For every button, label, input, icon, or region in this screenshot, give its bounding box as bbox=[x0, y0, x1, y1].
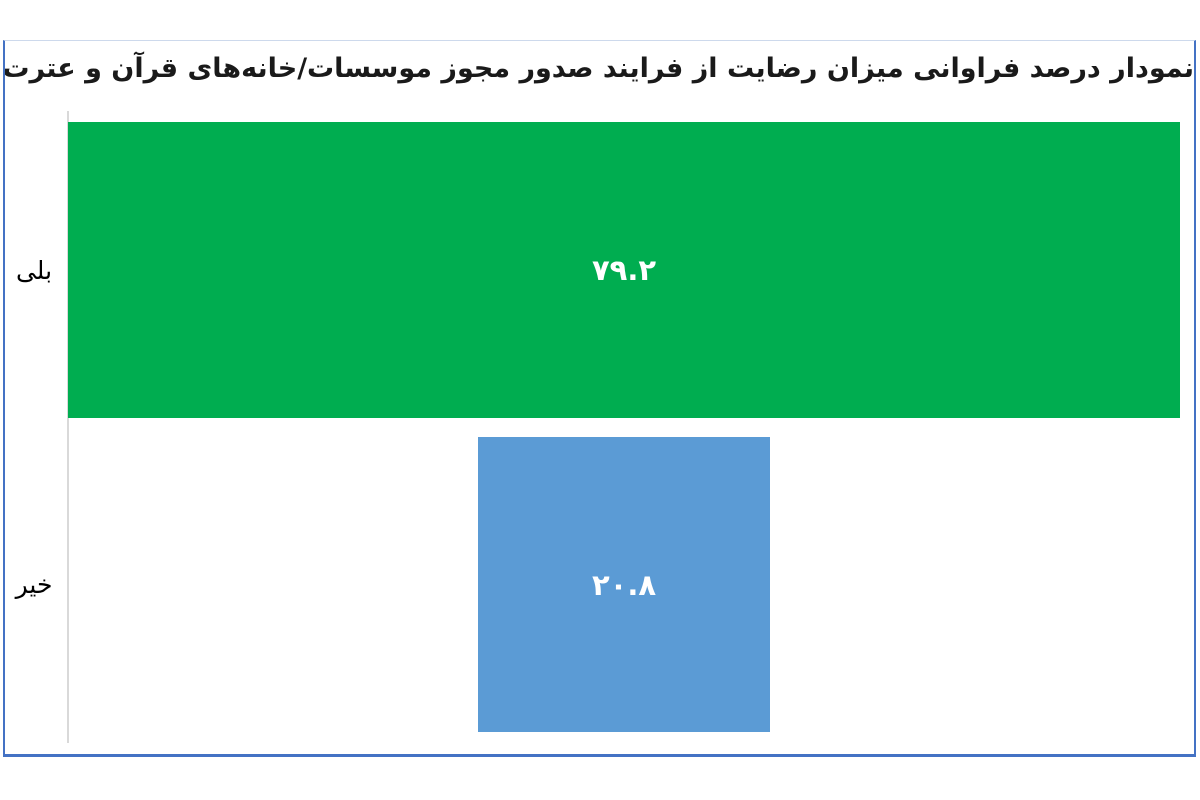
bar-value-label: ۷۹.۲ bbox=[591, 253, 657, 287]
bar-value-label: ۲۰.۸ bbox=[591, 567, 657, 602]
category-label: خیر bbox=[15, 570, 53, 599]
category-label: بلی bbox=[15, 255, 53, 285]
category-axis-line bbox=[67, 111, 69, 743]
chart-title: نمودار درصد فراوانی میزان رضایت از فراین… bbox=[3, 53, 1194, 84]
chart-frame: نمودار درصد فراوانی میزان رضایت از فراین… bbox=[3, 40, 1196, 757]
bar: ۷۹.۲ bbox=[68, 122, 1180, 418]
bar: ۲۰.۸ bbox=[478, 437, 770, 732]
